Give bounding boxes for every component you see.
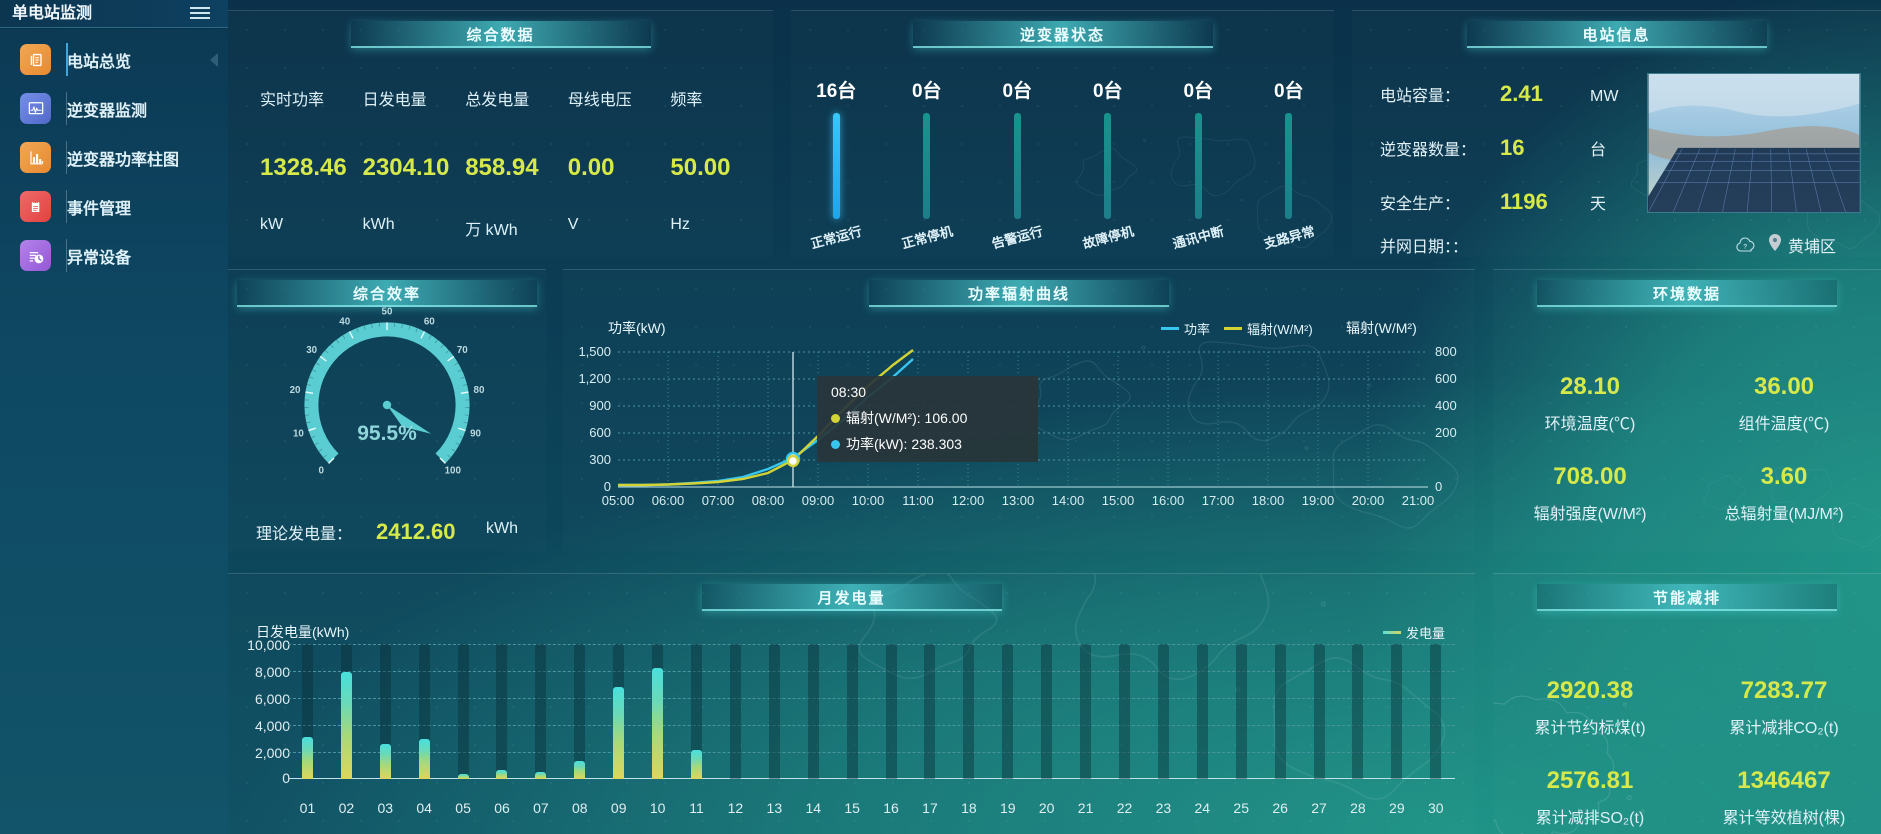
svg-text:06:00: 06:00 [652, 493, 685, 508]
svg-text:15:00: 15:00 [1102, 493, 1135, 508]
svg-text:800: 800 [1435, 344, 1457, 359]
svg-text:05:00: 05:00 [602, 493, 635, 508]
svg-text:1,200: 1,200 [578, 371, 611, 386]
svg-text:90: 90 [470, 428, 481, 439]
svg-text:14:00: 14:00 [1052, 493, 1085, 508]
svg-text:40: 40 [339, 317, 350, 328]
svg-text:70: 70 [457, 345, 468, 356]
svg-text:600: 600 [589, 425, 611, 440]
svg-text:17:00: 17:00 [1202, 493, 1235, 508]
svg-text:0: 0 [604, 479, 611, 494]
svg-text:60: 60 [424, 317, 435, 328]
svg-text:30: 30 [306, 345, 317, 356]
svg-text:13:00: 13:00 [1002, 493, 1035, 508]
svg-text:18:00: 18:00 [1252, 493, 1285, 508]
svg-text:09:00: 09:00 [802, 493, 835, 508]
svg-text:19:00: 19:00 [1302, 493, 1335, 508]
svg-text:20:00: 20:00 [1352, 493, 1385, 508]
svg-text:11:00: 11:00 [902, 493, 934, 508]
svg-text:300: 300 [589, 452, 611, 467]
svg-text:80: 80 [474, 385, 485, 396]
svg-text:400: 400 [1435, 398, 1457, 413]
svg-text:95.5%: 95.5% [357, 422, 417, 445]
svg-text:900: 900 [589, 398, 611, 413]
svg-text:10: 10 [293, 428, 304, 439]
svg-text:08:00: 08:00 [752, 493, 785, 508]
svg-text:100: 100 [445, 465, 462, 476]
svg-text:10:00: 10:00 [852, 493, 885, 508]
svg-text:600: 600 [1435, 371, 1457, 386]
svg-text:50: 50 [382, 306, 393, 317]
svg-text:20: 20 [290, 385, 301, 396]
svg-text:07:00: 07:00 [702, 493, 735, 508]
svg-text:0: 0 [1435, 479, 1442, 494]
svg-text:12:00: 12:00 [952, 493, 985, 508]
svg-text:0: 0 [318, 465, 324, 476]
svg-text:1,500: 1,500 [578, 344, 611, 359]
svg-text:21:00: 21:00 [1402, 493, 1435, 508]
svg-text:?: ? [1743, 244, 1747, 251]
svg-text:16:00: 16:00 [1152, 493, 1185, 508]
svg-text:200: 200 [1435, 425, 1457, 440]
